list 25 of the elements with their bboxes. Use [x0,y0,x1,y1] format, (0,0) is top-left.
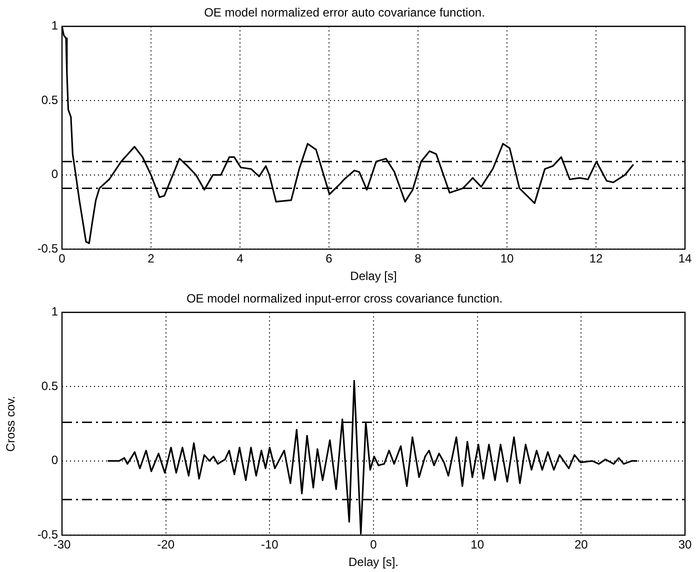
y-tick-label: 0.5 [41,92,58,107]
x-tick-label: 0 [370,538,378,552]
x-tick-label: 14 [678,252,692,266]
x-tick-label: 12 [589,252,603,266]
chart-title: OE model normalized error auto covariance function. [204,6,485,20]
y-tick-label: 0.5 [41,378,58,393]
x-axis-title: Delay [s] [350,269,397,284]
x-tick-label: 10 [500,252,514,266]
y-tick-label: 1 [51,304,58,319]
y-axis-title: Cross cov. [4,396,18,452]
x-tick-label: 4 [236,252,244,266]
x-tick-label: 20 [574,538,588,552]
y-tick-label: 1 [51,18,58,33]
y-tick-label: 0 [51,167,58,182]
x-tick-label: 30 [678,538,692,552]
x-tick-label: -10 [260,538,279,552]
x-tick-label: 2 [148,252,155,266]
x-tick-label: 10 [470,538,484,552]
chart-title: OE model normalized input-error cross covariance function. [186,292,503,306]
x-tick-label: 8 [414,252,422,266]
x-tick-label: -20 [157,538,175,552]
y-tick-label: -0.5 [37,242,58,256]
x-tick-label: 6 [326,252,333,266]
y-tick-label: 0 [51,453,58,468]
x-axis-title: Delay [s]. [348,555,399,570]
